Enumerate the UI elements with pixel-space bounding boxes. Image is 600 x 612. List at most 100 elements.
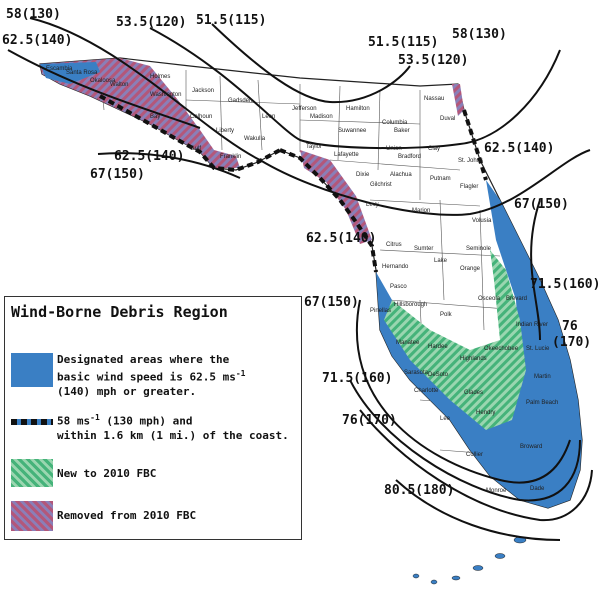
county-label-broward: Broward <box>520 444 542 450</box>
county-label-monroe: Monroe <box>486 488 507 494</box>
legend-designated-line1: Designated areas where the <box>57 353 230 366</box>
designated-region-west-panhandle <box>40 62 100 84</box>
legend-item-removed: Removed from 2010 FBC <box>5 501 301 533</box>
county-label-charlotte: Charlotte <box>414 388 439 394</box>
county-label-franklin: Franklin <box>220 154 241 160</box>
coastal-dashed-line <box>99 94 488 273</box>
legend-coastal-line1b: (130 mph) and <box>106 414 193 428</box>
county-label-citrus: Citrus <box>386 242 402 248</box>
county-label-lee: Lee <box>440 416 451 422</box>
county-label-putnam: Putnam <box>430 176 451 182</box>
legend-swatch-new <box>11 459 53 487</box>
county-label-union: Union <box>386 146 402 152</box>
county-label-st-johns: St. Johns <box>458 158 483 164</box>
contour-label-58-top: 58(130) <box>6 7 61 22</box>
county-label-dixie: Dixie <box>356 172 370 178</box>
county-label-calhoun: Calhoun <box>190 114 212 120</box>
legend-swatch-removed <box>11 501 53 531</box>
county-label-levy: Levy <box>366 202 379 208</box>
county-label-jefferson: Jefferson <box>292 106 317 112</box>
county-label-osceola: Osceola <box>478 296 501 302</box>
county-label-indian-river: Indian River <box>516 322 548 328</box>
county-label-hendry: Hendry <box>476 410 495 416</box>
county-label-wakulla: Wakulla <box>244 136 266 142</box>
contour-label-67-w: 67(150) <box>304 295 359 310</box>
county-label-pinellas: Pinellas <box>370 308 391 314</box>
county-label-duval: Duval <box>440 116 455 122</box>
contour-label-515-ne: 51.5(115) <box>368 35 438 50</box>
county-label-martin: Martin <box>534 374 551 380</box>
contour-label-76-w: 76(170) <box>342 413 397 428</box>
county-labels: Escambia Santa Rosa Okaloosa Walton Holm… <box>46 66 558 494</box>
legend-coastal-line1sup: -1 <box>90 413 100 422</box>
legend-designated-line2b: 62.5 ms <box>189 370 236 384</box>
county-label-seminole: Seminole <box>466 246 492 252</box>
county-label-orange: Orange <box>460 266 481 272</box>
county-label-manatee: Manatee <box>396 340 420 346</box>
county-label-pasco: Pasco <box>390 284 407 290</box>
contour-label-67-pan: 67(150) <box>90 167 145 182</box>
contour-label-805: 80.5(180) <box>384 483 454 498</box>
contour-label-535-top: 53.5(120) <box>116 15 186 30</box>
legend-designated-line2a: basic wind speed is <box>57 370 183 384</box>
contour-label-625-nw: 62.5(140) <box>2 33 72 48</box>
legend-swatch-designated <box>11 353 53 387</box>
county-label-polk: Polk <box>440 312 453 318</box>
county-label-taylor: Taylor <box>306 144 322 150</box>
county-label-okeechobee: Okeechobee <box>484 346 519 352</box>
removed-region-northeast <box>452 84 464 116</box>
county-label-gilchrist: Gilchrist <box>370 182 392 188</box>
county-label-glades: Glades <box>464 390 483 396</box>
legend-designated-line2: basic wind speed is 62.5 ms-1 <box>57 367 245 385</box>
county-label-dade: Dade <box>530 486 545 492</box>
legend-designated-line2sup: -1 <box>235 369 246 378</box>
county-label-desoto: DeSoto <box>428 372 449 378</box>
county-label-brevard: Brevard <box>506 296 527 302</box>
new-region-central <box>384 250 526 430</box>
contour-label-625-e: 62.5(140) <box>484 141 554 156</box>
county-label-hillsborough: Hillsborough <box>394 302 427 308</box>
contour-label-76-e1: 76 <box>562 319 578 334</box>
legend: Wind-Borne Debris Region Designated area… <box>4 296 302 540</box>
legend-coastal-line2: within 1.6 km (1 mi.) of the coast. <box>57 428 289 442</box>
legend-swatch-coastal <box>11 419 53 425</box>
county-label-gadsden: Gadsden <box>228 98 252 104</box>
county-label-escambia: Escambia <box>46 66 73 72</box>
county-label-lake: Lake <box>434 258 448 264</box>
county-label-collier: Collier <box>466 452 483 458</box>
county-label-columbia: Columbia <box>382 120 408 126</box>
county-label-hernando: Hernando <box>382 264 409 270</box>
county-label-highlands: Highlands <box>460 356 487 362</box>
wind-contours <box>7 17 593 541</box>
legend-item-designated: Designated areas where the basic wind sp… <box>5 351 301 401</box>
county-label-hardee: Hardee <box>428 344 448 350</box>
county-label-bay: Bay <box>150 114 160 120</box>
contour-label-715-w: 71.5(160) <box>322 371 392 386</box>
florida-keys <box>412 536 527 585</box>
county-label-volusia: Volusia <box>472 218 492 224</box>
county-label-suwannee: Suwannee <box>338 128 367 134</box>
county-label-santa-rosa: Santa Rosa <box>66 70 98 76</box>
contour-label-76-e2: (170) <box>552 335 591 350</box>
county-label-hamilton: Hamilton <box>346 106 370 112</box>
county-label-lafayette: Lafayette <box>334 152 359 158</box>
contour-label-625-pan: 62.5(140) <box>114 149 184 164</box>
legend-item-coastal: 58 ms-1 (130 mph) and within 1.6 km (1 m… <box>5 409 301 443</box>
contour-label-535-ne: 53.5(120) <box>398 53 468 68</box>
county-label-baker: Baker <box>394 128 410 134</box>
contour-label-58-ne: 58(130) <box>452 27 507 42</box>
county-label-flagler: Flagler <box>460 184 478 190</box>
legend-title: Wind-Borne Debris Region <box>11 303 228 321</box>
county-label-leon: Leon <box>262 114 275 120</box>
legend-coastal-line1a: 58 ms <box>57 414 91 428</box>
legend-text-designated: Designated areas where the basic wind sp… <box>57 353 245 399</box>
county-label-walton: Walton <box>110 82 128 88</box>
contour-label-515-top: 51.5(115) <box>196 13 266 28</box>
county-label-alachua: Alachua <box>390 172 412 178</box>
county-label-washington: Washington <box>150 92 181 98</box>
county-label-sumter: Sumter <box>414 246 433 252</box>
contour-label-715-e: 71.5(160) <box>530 277 600 292</box>
county-label-marion: Marion <box>412 208 430 214</box>
county-label-holmes: Holmes <box>150 74 170 80</box>
legend-text-removed: Removed from 2010 FBC <box>57 509 197 522</box>
